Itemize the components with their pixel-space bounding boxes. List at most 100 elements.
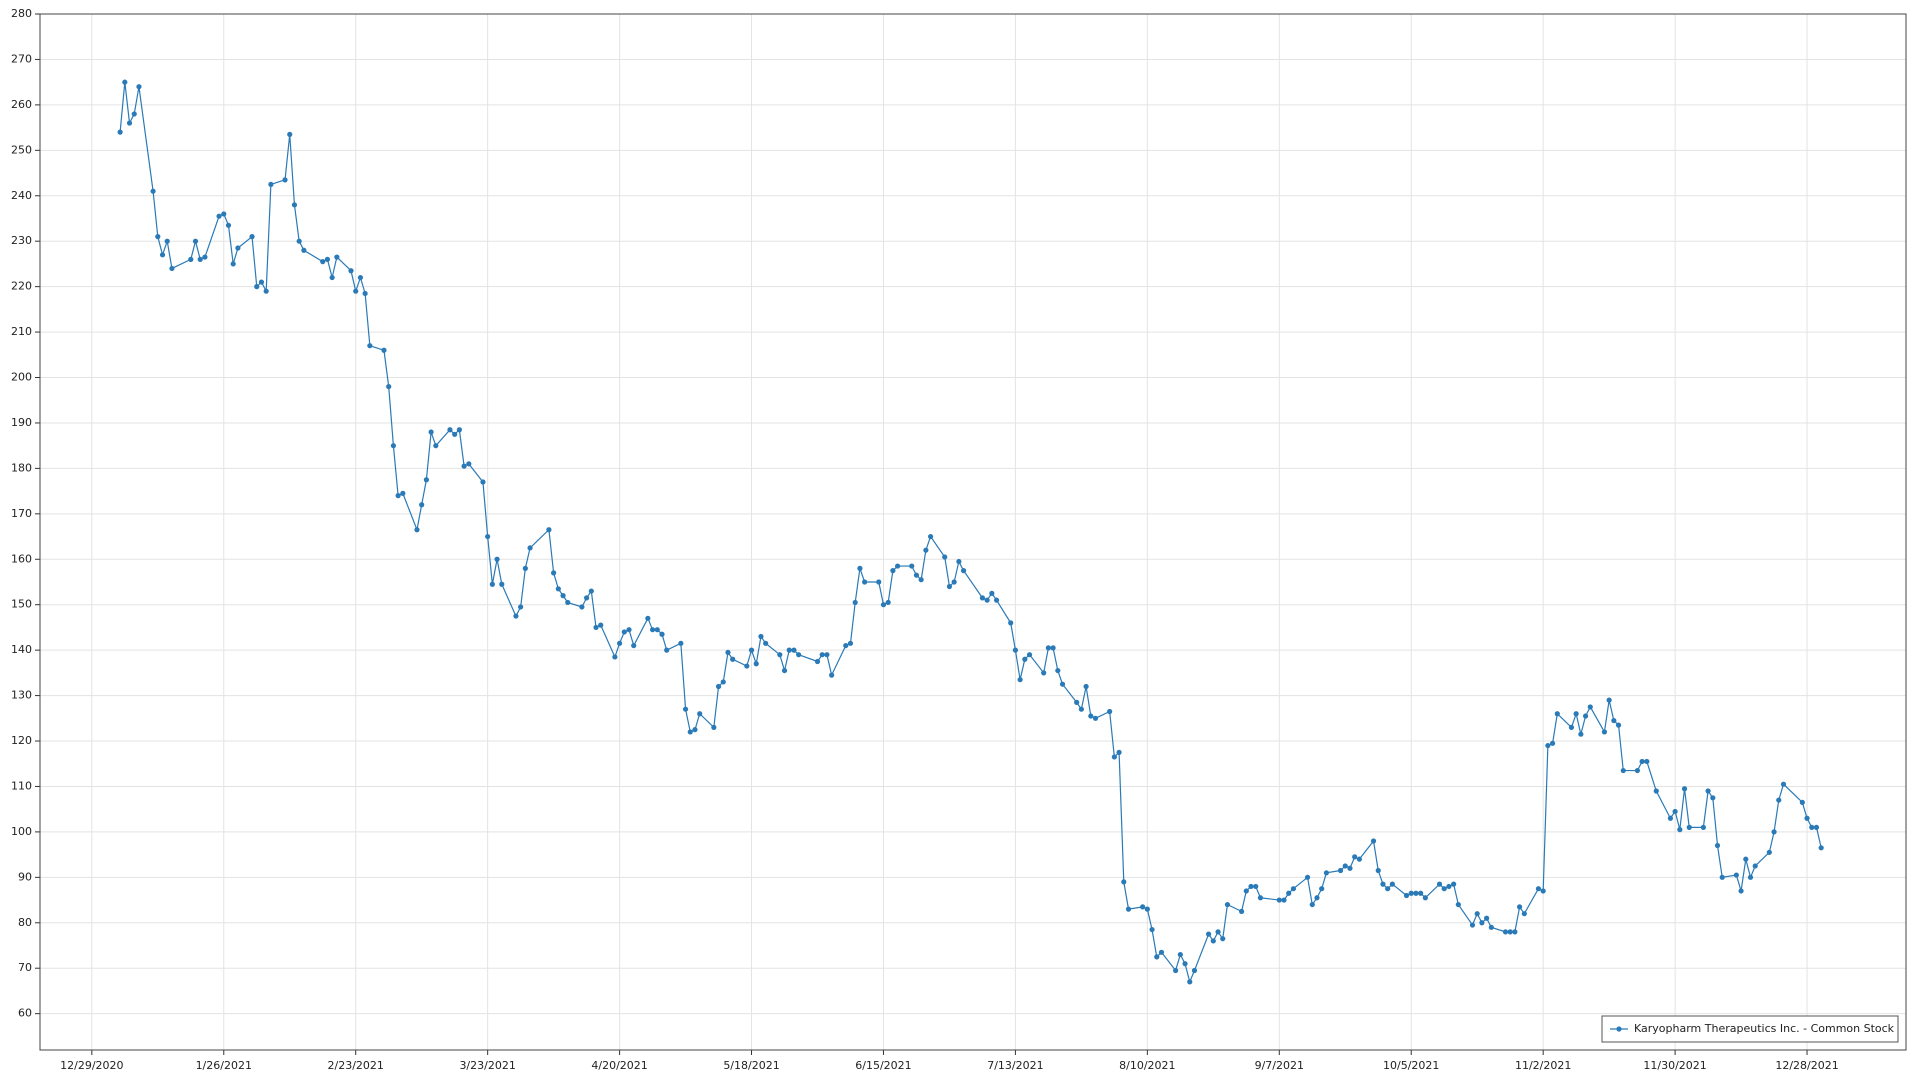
data-point bbox=[862, 579, 868, 585]
data-point bbox=[857, 565, 863, 571]
y-tick-label: 60 bbox=[18, 1007, 32, 1020]
data-point bbox=[414, 527, 420, 533]
data-point bbox=[1799, 799, 1805, 805]
data-point bbox=[254, 284, 260, 290]
data-point bbox=[909, 563, 915, 569]
data-point bbox=[895, 563, 901, 569]
data-point bbox=[1573, 711, 1579, 717]
data-point bbox=[946, 583, 953, 590]
data-point bbox=[1766, 849, 1772, 855]
data-point bbox=[1484, 915, 1490, 921]
x-tick-label: 12/28/2021 bbox=[1775, 1059, 1838, 1072]
data-point bbox=[513, 613, 519, 619]
data-point bbox=[1451, 881, 1457, 887]
data-point bbox=[1813, 824, 1820, 830]
x-tick-label: 5/18/2021 bbox=[723, 1059, 779, 1072]
data-point bbox=[1290, 886, 1297, 892]
data-point bbox=[711, 724, 717, 730]
data-point bbox=[499, 581, 505, 587]
data-point bbox=[1479, 920, 1485, 926]
data-point bbox=[1469, 922, 1476, 928]
data-point bbox=[522, 565, 528, 571]
data-point bbox=[1620, 767, 1626, 774]
y-tick-label: 160 bbox=[11, 552, 32, 565]
data-point bbox=[918, 577, 924, 583]
x-tick-label: 11/30/2021 bbox=[1643, 1059, 1706, 1072]
data-point bbox=[1144, 906, 1150, 912]
data-point bbox=[1554, 711, 1560, 717]
data-point bbox=[188, 256, 194, 262]
data-point bbox=[357, 274, 364, 281]
data-point bbox=[1809, 824, 1815, 830]
data-point bbox=[423, 477, 429, 483]
data-point bbox=[560, 593, 566, 599]
data-point bbox=[1370, 838, 1377, 844]
legend-label: Karyopharm Therapeutics Inc. - Common St… bbox=[1634, 1022, 1895, 1035]
data-point bbox=[202, 254, 208, 260]
data-point bbox=[890, 568, 896, 574]
data-point bbox=[852, 599, 858, 606]
data-point bbox=[612, 654, 618, 660]
data-point bbox=[1474, 911, 1480, 917]
data-point bbox=[616, 640, 623, 646]
y-tick-label: 120 bbox=[11, 734, 32, 747]
data-point bbox=[1587, 704, 1593, 710]
data-point bbox=[1422, 895, 1428, 901]
data-point bbox=[485, 533, 491, 540]
data-point bbox=[885, 599, 891, 606]
y-tick-label: 90 bbox=[18, 870, 32, 883]
data-point bbox=[1078, 706, 1084, 712]
data-point bbox=[117, 129, 123, 135]
data-point bbox=[796, 652, 802, 658]
data-point bbox=[720, 679, 726, 685]
data-point bbox=[687, 729, 693, 735]
data-point bbox=[362, 290, 368, 297]
data-point bbox=[847, 640, 854, 646]
data-point bbox=[1055, 667, 1061, 674]
data-point bbox=[1022, 656, 1028, 662]
data-point bbox=[249, 234, 255, 240]
data-point bbox=[1182, 961, 1188, 967]
data-point bbox=[692, 727, 698, 733]
y-tick-label: 270 bbox=[11, 52, 32, 65]
data-point bbox=[664, 647, 670, 653]
data-point bbox=[730, 656, 736, 662]
data-point bbox=[579, 604, 585, 610]
data-point bbox=[1441, 886, 1447, 892]
data-point bbox=[1818, 845, 1824, 851]
data-point bbox=[1738, 888, 1744, 894]
data-point bbox=[1191, 967, 1198, 974]
data-point bbox=[159, 252, 166, 258]
data-point bbox=[1173, 967, 1179, 974]
data-point bbox=[1243, 888, 1249, 894]
data-point bbox=[1083, 683, 1089, 690]
data-point bbox=[777, 652, 783, 658]
data-point bbox=[419, 502, 425, 508]
data-point bbox=[395, 493, 401, 499]
x-tick-label: 7/13/2021 bbox=[987, 1059, 1043, 1072]
data-point bbox=[814, 658, 821, 665]
data-point bbox=[1634, 767, 1641, 774]
data-point bbox=[1672, 808, 1678, 815]
data-point bbox=[979, 595, 986, 601]
data-point bbox=[216, 213, 222, 219]
data-point bbox=[447, 427, 453, 433]
data-point bbox=[1418, 890, 1424, 896]
data-point bbox=[1719, 874, 1725, 880]
y-tick-label: 190 bbox=[11, 416, 32, 429]
data-point bbox=[527, 545, 533, 551]
data-point bbox=[1752, 863, 1758, 869]
data-point bbox=[1286, 890, 1292, 896]
data-point bbox=[456, 427, 462, 433]
data-point bbox=[1253, 883, 1259, 890]
data-point bbox=[282, 177, 288, 183]
data-point bbox=[1389, 881, 1395, 887]
data-point bbox=[546, 527, 552, 533]
data-point bbox=[1488, 924, 1494, 930]
data-point bbox=[1309, 901, 1315, 908]
data-point bbox=[291, 202, 298, 208]
x-tick-label: 2/23/2021 bbox=[328, 1059, 384, 1072]
data-point bbox=[551, 570, 557, 576]
data-point bbox=[1125, 906, 1132, 912]
data-point bbox=[169, 265, 175, 272]
